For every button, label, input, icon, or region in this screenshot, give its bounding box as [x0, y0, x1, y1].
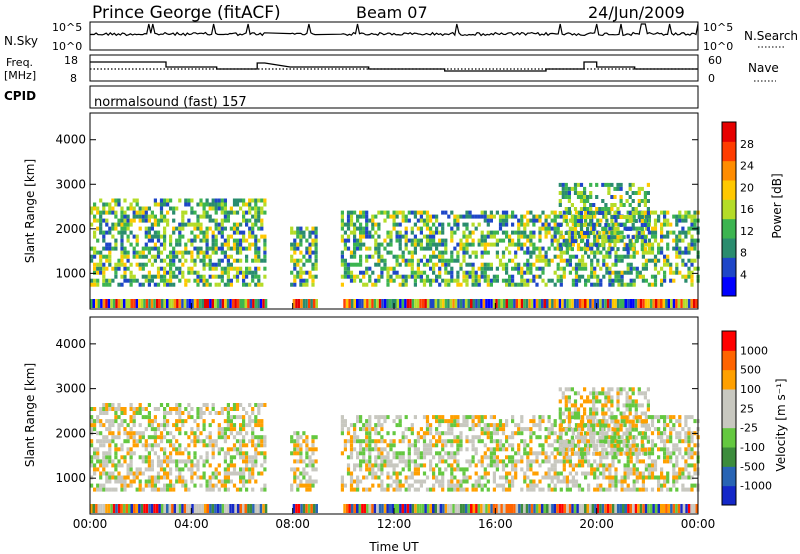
- colorbar-swatch: [722, 257, 736, 278]
- power-y-axis: 1000 2000 3000 4000: [55, 133, 698, 280]
- x-tick-label: 04:00: [174, 517, 209, 531]
- nsearch-label: N.Search: [744, 29, 798, 43]
- colorbar-swatch: [722, 238, 736, 258]
- nsky-tick-bottom: 10^0: [52, 40, 82, 53]
- nsearch-tick-top: 10^5: [703, 21, 733, 34]
- colorbar-tick-label: -100: [740, 441, 765, 454]
- colorbar-swatch: [722, 331, 736, 351]
- nsky-tick-top: 10^5: [52, 21, 82, 34]
- x-tick-label: 20:00: [579, 517, 614, 531]
- x-tick-label: 08:00: [275, 517, 310, 531]
- colorbar-swatch: [722, 180, 736, 200]
- y-tick-label: 1000: [55, 471, 86, 485]
- freq-label-1: Freq.: [6, 56, 33, 69]
- cpid-value: normalsound (fast) 157: [94, 95, 247, 110]
- freq-tick-bottom: 8: [70, 72, 77, 85]
- power-colorbar-label: Power [dB]: [770, 173, 784, 238]
- colorbar-swatch: [722, 369, 736, 390]
- colorbar-tick-label: 28: [740, 138, 754, 151]
- cpid-label: CPID: [4, 89, 36, 103]
- x-tick-label: 00:00: [73, 517, 108, 531]
- freq-label-2: [MHz]: [4, 69, 36, 82]
- velocity-heatmap: [90, 387, 700, 513]
- colorbar-tick-label: -1000: [740, 480, 772, 493]
- colorbar-tick-label: 25: [740, 402, 754, 415]
- date-label: 24/Jun/2009: [588, 3, 685, 22]
- power-ylabel: Slant Range [km]: [23, 159, 37, 263]
- colorbar-swatch: [722, 122, 736, 142]
- x-tick-label: 12:00: [377, 517, 412, 531]
- velocity-y-axis: 1000 2000 3000 4000: [55, 337, 698, 485]
- nsky-panel: N.Sky 10^5 10^0 10^5 10^0 N.Search: [4, 21, 798, 53]
- colorbar-tick-label: 500: [740, 364, 761, 377]
- cpid-panel: CPID normalsound (fast) 157: [4, 85, 699, 110]
- velocity-ylabel: Slant Range [km]: [23, 363, 37, 467]
- freq-series: [90, 61, 698, 72]
- colorbar-swatch: [722, 276, 736, 297]
- colorbar-tick-label: 16: [740, 203, 754, 216]
- y-tick-label: 2000: [55, 222, 86, 236]
- velocity-colorbar: 1000 500 100 25 -25 -100 -500 -1000: [721, 330, 772, 506]
- nave-tick-top: 60: [708, 54, 722, 67]
- x-tick-label: 16:00: [478, 517, 513, 531]
- colorbar-tick-label: 4: [740, 268, 747, 281]
- power-heatmap: [90, 182, 700, 308]
- nave-label: Nave: [748, 61, 779, 75]
- colorbar-swatch: [722, 466, 736, 487]
- power-panel: 1000 2000 3000 4000 Slant Range [km] 28 24 20…: [23, 112, 784, 310]
- station-title: Prince George (fitACF): [92, 3, 281, 23]
- y-tick-label: 2000: [55, 426, 86, 440]
- colorbar-tick-label: 12: [740, 225, 754, 238]
- y-tick-label: 1000: [55, 266, 86, 280]
- colorbar-swatch: [722, 389, 736, 409]
- colorbar-tick-label: 8: [740, 247, 747, 260]
- colorbar-tick-label: -500: [740, 460, 765, 473]
- y-tick-label: 3000: [55, 382, 86, 396]
- colorbar-swatch: [722, 218, 736, 239]
- colorbar-tick-label: 20: [740, 181, 754, 194]
- power-x-axis: [89, 303, 699, 309]
- colorbar-tick-label: 24: [740, 160, 754, 173]
- colorbar-tick-label: 100: [740, 383, 761, 396]
- beam-label: Beam 07: [356, 3, 428, 22]
- y-tick-label: 4000: [55, 133, 86, 147]
- freq-panel: Freq. [MHz] 18 8 60 0 Nave: [4, 54, 779, 85]
- velocity-x-axis: 00:00 04:00 08:00 12:00 16:00 20:00 00:00: [73, 508, 716, 531]
- nave-tick-bottom: 0: [708, 72, 715, 85]
- nsky-series: [89, 23, 699, 37]
- y-tick-label: 3000: [55, 177, 86, 191]
- colorbar-swatch: [722, 427, 736, 448]
- colorbar-swatch: [722, 447, 736, 467]
- colorbar-swatch: [722, 199, 736, 220]
- colorbar-tick-label: 1000: [740, 344, 768, 357]
- nsearch-tick-bottom: 10^0: [703, 40, 733, 53]
- colorbar-swatch: [722, 141, 736, 162]
- freq-tick-top: 18: [64, 54, 78, 67]
- colorbar-swatch: [722, 160, 736, 181]
- x-axis-title: Time UT: [368, 540, 419, 554]
- nsky-label: N.Sky: [4, 34, 38, 48]
- power-colorbar: 28 24 20 16 12 8 4: [721, 121, 754, 297]
- colorbar-swatch: [722, 485, 736, 506]
- colorbar-tick-label: -25: [740, 422, 758, 435]
- x-tick-label: 00:00: [681, 517, 716, 531]
- colorbar-swatch: [722, 408, 736, 429]
- velocity-colorbar-label: Velocity [m s⁻¹]: [774, 378, 788, 471]
- colorbar-swatch: [722, 350, 736, 371]
- y-tick-label: 4000: [55, 337, 86, 351]
